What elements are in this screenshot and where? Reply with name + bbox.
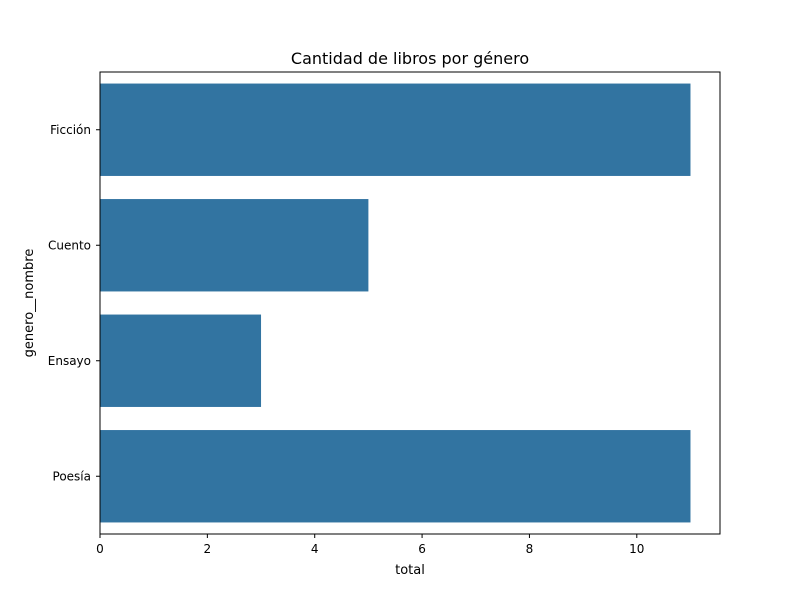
y-axis-ticks: Ficción Cuento Ensayo Poesía <box>48 123 100 483</box>
y-axis-label: genero__nombre <box>22 249 37 358</box>
x-axis-ticks: 0 2 4 6 8 10 <box>96 534 644 556</box>
x-tick-label-0: 0 <box>96 542 104 556</box>
x-tick-label-5: 10 <box>629 542 644 556</box>
x-tick-label-2: 4 <box>311 542 319 556</box>
y-tick-label-3: Poesía <box>53 469 91 483</box>
y-tick-label-2: Ensayo <box>48 354 91 368</box>
chart-title: Cantidad de libros por género <box>291 49 529 68</box>
y-tick-label-0: Ficción <box>50 123 91 137</box>
bars-group <box>100 83 691 523</box>
x-axis-label: total <box>395 563 425 578</box>
plot-frame <box>99 71 721 535</box>
x-tick-label-1: 2 <box>204 542 212 556</box>
bar-1 <box>100 199 369 292</box>
x-tick-label-4: 8 <box>526 542 534 556</box>
bar-2 <box>100 314 262 407</box>
bar-3 <box>100 430 691 523</box>
y-tick-label-1: Cuento <box>48 238 91 252</box>
bar-0 <box>100 83 691 176</box>
x-tick-label-3: 6 <box>418 542 426 556</box>
